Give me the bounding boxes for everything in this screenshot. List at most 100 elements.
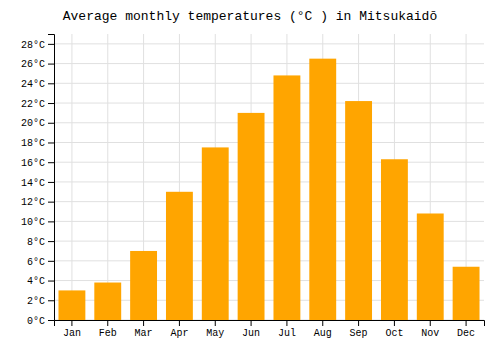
- axis-line: [48, 35, 55, 321]
- grid-line: [54, 83, 484, 84]
- grid-line: [54, 63, 484, 64]
- tick-label: 12°C: [21, 197, 45, 208]
- grid-line: [107, 34, 108, 320]
- tick-label: Mar: [135, 328, 153, 339]
- tick-mark: [179, 320, 180, 326]
- bar: [94, 283, 121, 320]
- grid-line: [54, 181, 484, 182]
- bar: [58, 290, 85, 320]
- grid-line: [54, 142, 484, 143]
- tick: Oct: [385, 320, 403, 339]
- tick-mark: [48, 261, 54, 262]
- tick-label: May: [206, 328, 224, 339]
- tick-label: 22°C: [21, 99, 45, 110]
- tick-mark: [251, 320, 252, 326]
- tick-label: 18°C: [21, 138, 45, 149]
- tick-mark: [48, 83, 54, 84]
- tick: 26°C: [21, 59, 54, 70]
- x-axis: Jan Feb Mar Apr May Jun Jul Aug Sep Oct Nov Dec: [55, 320, 485, 339]
- bar: [381, 159, 408, 320]
- tick: 20°C: [21, 118, 54, 129]
- tick-label: 14°C: [21, 178, 45, 189]
- tick: Feb: [99, 320, 117, 339]
- tick: 4°C: [27, 276, 54, 287]
- tick-mark: [48, 64, 54, 65]
- grid-line: [71, 34, 72, 320]
- tick-mark: [358, 320, 359, 326]
- tick: Dec: [457, 320, 475, 339]
- tick-mark: [107, 320, 108, 326]
- tick: 18°C: [21, 138, 54, 149]
- bar: [238, 113, 265, 320]
- tick: Jul: [278, 320, 296, 339]
- bar: [345, 101, 372, 320]
- tick: May: [206, 320, 224, 339]
- tick: 6°C: [27, 257, 54, 268]
- tick-label: 10°C: [21, 217, 45, 228]
- tick: 16°C: [21, 158, 54, 169]
- axis-line: [55, 321, 485, 327]
- tick: Mar: [135, 320, 153, 339]
- tick-mark: [48, 202, 54, 203]
- tick-label: Feb: [99, 328, 117, 339]
- tick-label: 16°C: [21, 158, 45, 169]
- tick-mark: [394, 320, 395, 326]
- tick: 8°C: [27, 237, 54, 248]
- tick: 0°C: [27, 316, 54, 327]
- bar: [166, 192, 193, 320]
- tick-label: 26°C: [21, 59, 45, 70]
- tick-label: Jul: [278, 328, 296, 339]
- tick-mark: [48, 320, 54, 321]
- tick-mark: [322, 320, 323, 326]
- tick: 2°C: [27, 296, 54, 307]
- y-axis: 0°C 2°C 4°C 6°C 8°C 10°C 12°C 14°C 16°C 18°C 20°C 2…: [21, 35, 55, 327]
- tick-mark: [286, 320, 287, 326]
- tick-label: 4°C: [27, 276, 45, 287]
- tick-label: 2°C: [27, 296, 45, 307]
- tick-mark: [466, 320, 467, 326]
- tick-mark: [48, 241, 54, 242]
- tick: 22°C: [21, 99, 54, 110]
- chart: Average monthly temperatures (°C ) in Mi…: [0, 0, 500, 350]
- tick-label: Apr: [170, 328, 188, 339]
- tick-label: 20°C: [21, 118, 45, 129]
- bar: [417, 213, 444, 320]
- tick-label: Dec: [457, 328, 475, 339]
- tick-mark: [430, 320, 431, 326]
- grid-line: [54, 162, 484, 163]
- tick: Jan: [63, 320, 81, 339]
- tick-mark: [48, 162, 54, 163]
- grid: [54, 34, 484, 320]
- tick-label: Sep: [350, 328, 368, 339]
- tick: 14°C: [21, 178, 54, 189]
- tick-label: Aug: [314, 328, 332, 339]
- tick-label: Nov: [421, 328, 439, 339]
- tick: Nov: [421, 320, 439, 339]
- bar: [453, 267, 480, 320]
- tick: Apr: [170, 320, 188, 339]
- tick-label: 0°C: [27, 316, 45, 327]
- tick: Sep: [350, 320, 368, 339]
- tick-label: Jan: [63, 328, 81, 339]
- tick-mark: [48, 300, 54, 301]
- tick: 10°C: [21, 217, 54, 228]
- tick-mark: [71, 320, 72, 326]
- grid-line: [54, 103, 484, 104]
- tick-label: 28°C: [21, 40, 45, 51]
- tick-mark: [48, 103, 54, 104]
- grid-line: [54, 43, 484, 44]
- bar: [309, 59, 336, 320]
- bars: [58, 59, 479, 320]
- tick: 24°C: [21, 79, 54, 90]
- tick: Aug: [314, 320, 332, 339]
- tick-label: 24°C: [21, 79, 45, 90]
- tick-label: 8°C: [27, 237, 45, 248]
- bar: [202, 147, 229, 320]
- tick-mark: [143, 320, 144, 326]
- title: Average monthly temperatures (°C ) in Mi…: [63, 9, 437, 24]
- tick-mark: [48, 44, 54, 45]
- tick-mark: [48, 142, 54, 143]
- tick-mark: [48, 221, 54, 222]
- tick-mark: [48, 123, 54, 124]
- tick: Jun: [242, 320, 260, 339]
